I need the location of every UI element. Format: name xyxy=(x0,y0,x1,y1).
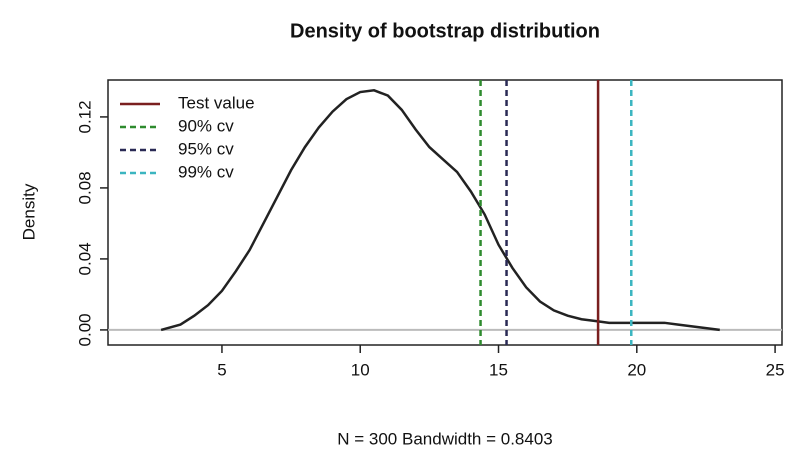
chart-title: Density of bootstrap distribution xyxy=(290,20,600,42)
x-tick-label: 5 xyxy=(217,360,226,379)
y-tick-label: 0.08 xyxy=(75,171,94,204)
legend-label: 90% cv xyxy=(178,116,234,135)
y-axis-label: Density xyxy=(19,183,38,240)
legend-label: Test value xyxy=(178,93,255,112)
x-tick-label: 20 xyxy=(627,360,646,379)
x-tick-label: 15 xyxy=(489,360,508,379)
density-line xyxy=(160,89,720,332)
plot-frame xyxy=(107,79,783,346)
y-tick-label: 0.12 xyxy=(75,100,94,133)
y-tick-label: 0.00 xyxy=(75,313,94,346)
x-tick-label: 10 xyxy=(351,360,370,379)
x-tick-label: 25 xyxy=(766,360,785,379)
x-axis-label: N = 300 Bandwidth = 0.8403 xyxy=(337,429,553,448)
legend-label: 95% cv xyxy=(178,139,234,158)
y-tick-label: 0.04 xyxy=(75,242,94,275)
legend-label: 99% cv xyxy=(178,162,234,181)
